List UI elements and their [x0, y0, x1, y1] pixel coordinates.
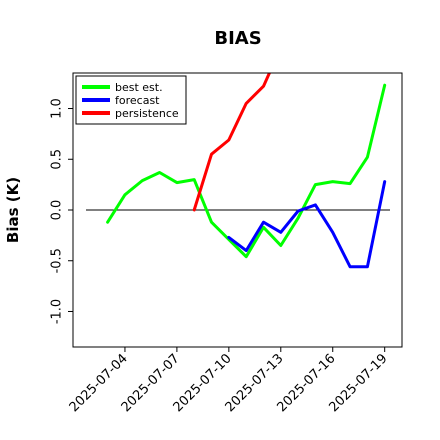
series-line-persistence [192, 73, 272, 212]
y-tick-label: 1.0 [50, 98, 65, 119]
legend-label: persistence [115, 107, 179, 120]
series-line-forecast [227, 180, 387, 269]
y-tick-label: -1.0 [50, 299, 65, 324]
legend-label: best est. [115, 81, 163, 94]
y-tick-label: -0.5 [50, 248, 65, 273]
y-tick-label: 0.0 [50, 200, 65, 221]
legend-label: forecast [115, 94, 160, 107]
x-axis: 2025-07-042025-07-072025-07-102025-07-13… [67, 347, 391, 415]
chart-title: BIAS [214, 28, 261, 49]
series-line-best-est- [106, 83, 387, 259]
y-tick-label: 0.5 [50, 149, 65, 170]
y-axis: -1.0 -0.5 0.0 0.5 1.0 [50, 98, 73, 324]
series-layer [106, 73, 387, 269]
y-axis-title: Bias (K) [4, 177, 22, 243]
